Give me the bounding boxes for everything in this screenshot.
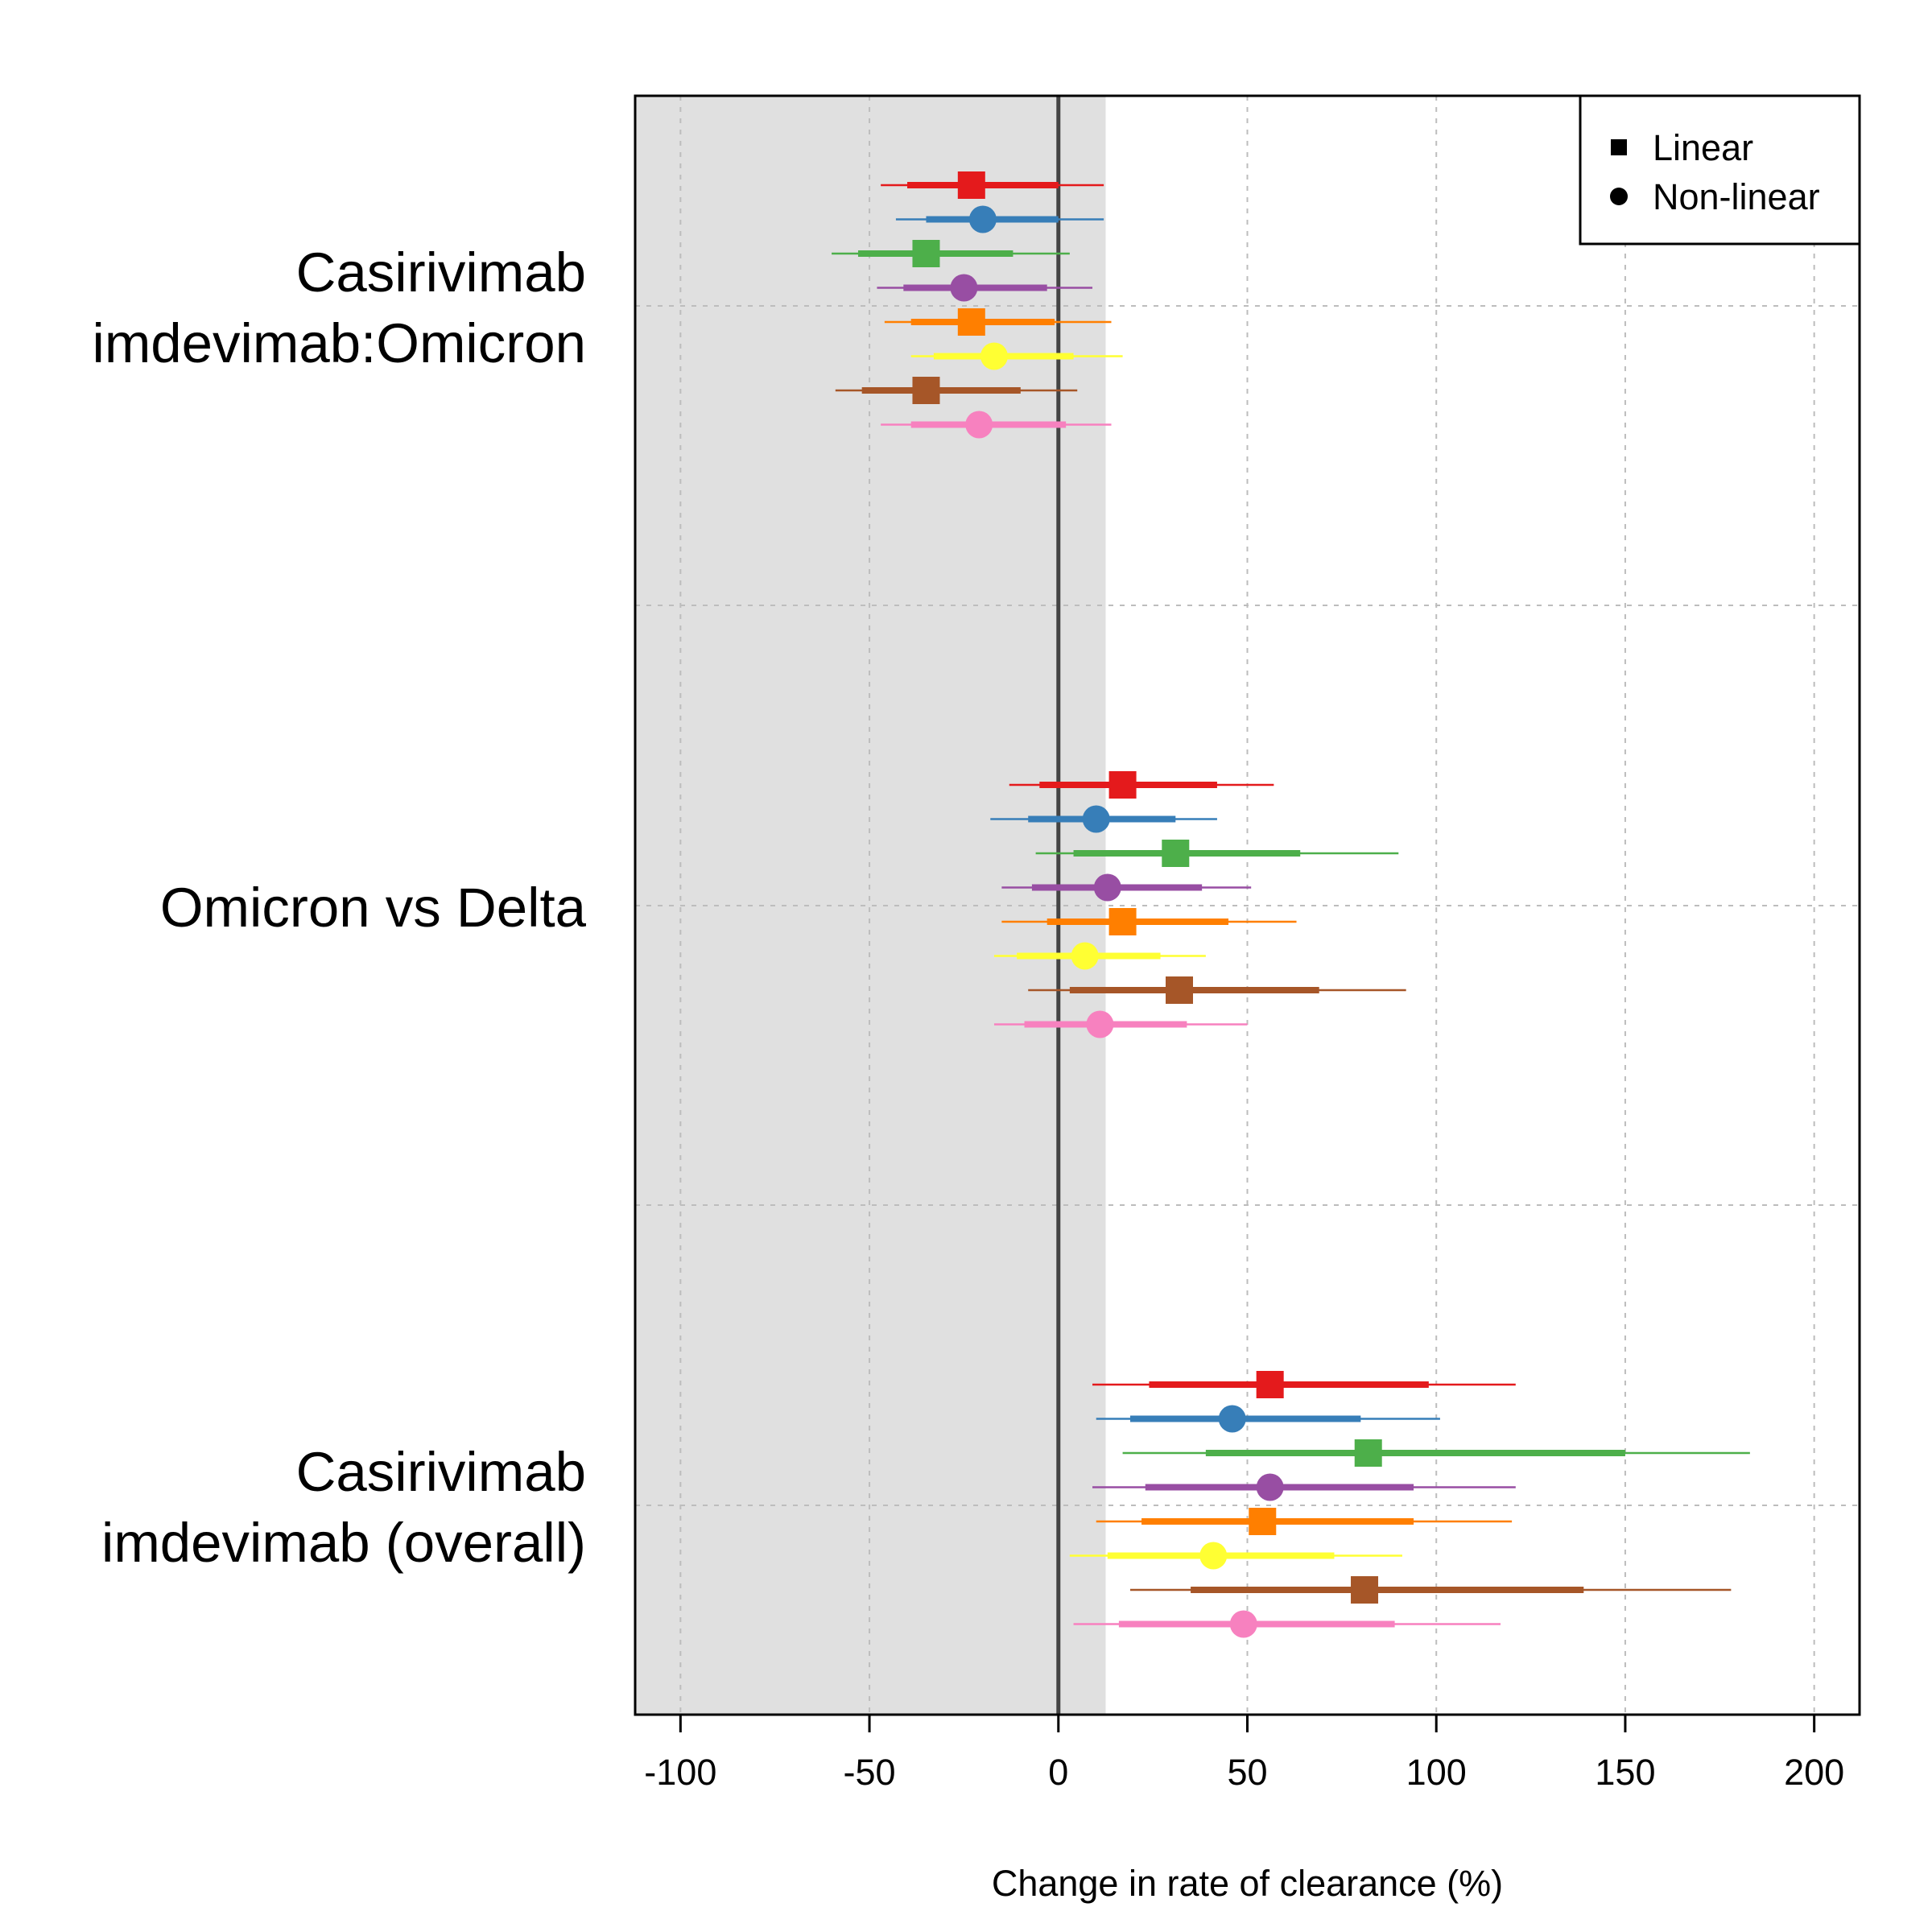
x-tick-label-2: 0 <box>1048 1752 1068 1793</box>
estimate-circle <box>950 274 978 302</box>
estimate-row-g1-5 <box>993 942 1206 970</box>
estimate-square <box>1108 771 1137 799</box>
group-label-0-line-0: Casirivimab <box>296 242 586 303</box>
estimate-row-g2-5 <box>1069 1542 1402 1570</box>
estimate-row-g1-1 <box>990 805 1217 833</box>
estimate-square <box>957 171 985 199</box>
estimate-row-g0-3 <box>877 274 1093 302</box>
estimate-square <box>1249 1508 1277 1535</box>
estimate-square <box>912 377 940 404</box>
estimate-row-g0-2 <box>832 240 1070 267</box>
x-tick-label-6: 200 <box>1784 1752 1844 1793</box>
estimate-circle <box>1199 1542 1228 1570</box>
x-axis-title: Change in rate of clearance (%) <box>992 1863 1503 1904</box>
estimate-row-g2-0 <box>1092 1371 1516 1398</box>
estimate-row-g1-4 <box>1001 908 1297 935</box>
estimate-row-g0-7 <box>881 411 1112 439</box>
estimate-circle <box>1256 1473 1284 1501</box>
x-tick-label-1: -50 <box>844 1752 896 1793</box>
estimate-circle <box>968 205 997 233</box>
estimate-row-g1-0 <box>1009 771 1274 799</box>
estimate-row-g0-4 <box>884 308 1112 336</box>
legend-box <box>1579 94 1861 246</box>
x-tick-label-0: -100 <box>644 1752 716 1793</box>
group-label-1-line-0: Omicron vs Delta <box>160 877 587 939</box>
group-labels: Casirivimab imdevimab:Omicron Omicron vs D… <box>93 242 587 1574</box>
plot-shaded-region <box>635 96 1106 1715</box>
estimate-row-g0-0 <box>881 171 1104 199</box>
estimate-square <box>1166 976 1193 1004</box>
estimate-row-g1-6 <box>1028 976 1406 1004</box>
estimate-row-g2-7 <box>1073 1610 1501 1638</box>
estimate-circle <box>1229 1610 1257 1638</box>
x-tick-label-3: 50 <box>1227 1752 1267 1793</box>
estimate-row-g2-6 <box>1129 1576 1732 1604</box>
estimate-row-g1-2 <box>1035 840 1399 867</box>
estimate-row-g2-1 <box>1096 1405 1440 1433</box>
grid-lines <box>635 96 1860 1715</box>
group-label-2-line-1: imdevimab (overall) <box>101 1512 586 1574</box>
estimate-square <box>1162 840 1190 867</box>
x-tick-label-5: 150 <box>1595 1752 1655 1793</box>
legend: Linear Non-linear <box>1579 94 1861 246</box>
estimate-square <box>1256 1371 1284 1398</box>
estimate-row-g2-2 <box>1122 1439 1750 1467</box>
estimate-square <box>957 308 985 336</box>
legend-label-1: Non-linear <box>1653 176 1820 217</box>
x-tick-label-4: 100 <box>1406 1752 1467 1793</box>
estimate-circle <box>980 342 1008 370</box>
legend-label-0: Linear <box>1653 127 1753 168</box>
estimate-row-g0-1 <box>895 205 1104 233</box>
estimate-circle <box>1093 873 1121 902</box>
estimate-circle <box>1086 1010 1114 1038</box>
estimate-row-g2-3 <box>1092 1473 1516 1501</box>
estimate-circle <box>1218 1405 1246 1433</box>
estimate-square <box>1108 908 1137 935</box>
estimate-square <box>1354 1439 1382 1467</box>
estimate-square <box>1351 1576 1379 1604</box>
estimate-row-g0-6 <box>835 377 1078 404</box>
estimate-marks <box>832 171 1750 1638</box>
estimate-circle <box>1071 942 1099 970</box>
group-label-2-line-0: Casirivimab <box>296 1441 586 1503</box>
estimate-row-g2-4 <box>1096 1508 1513 1535</box>
legend-circle-icon <box>1610 188 1628 205</box>
estimate-row-g1-3 <box>1001 873 1252 902</box>
x-axis: -100 -50 0 50 100 150 200 <box>644 1713 1844 1793</box>
estimate-row-g1-7 <box>993 1010 1248 1038</box>
group-label-0-line-1: imdevimab:Omicron <box>93 312 587 374</box>
legend-square-icon <box>1611 139 1627 155</box>
estimate-row-g0-5 <box>910 342 1123 370</box>
estimate-square <box>912 240 940 267</box>
estimate-circle <box>1082 805 1110 833</box>
estimate-circle <box>965 411 993 439</box>
